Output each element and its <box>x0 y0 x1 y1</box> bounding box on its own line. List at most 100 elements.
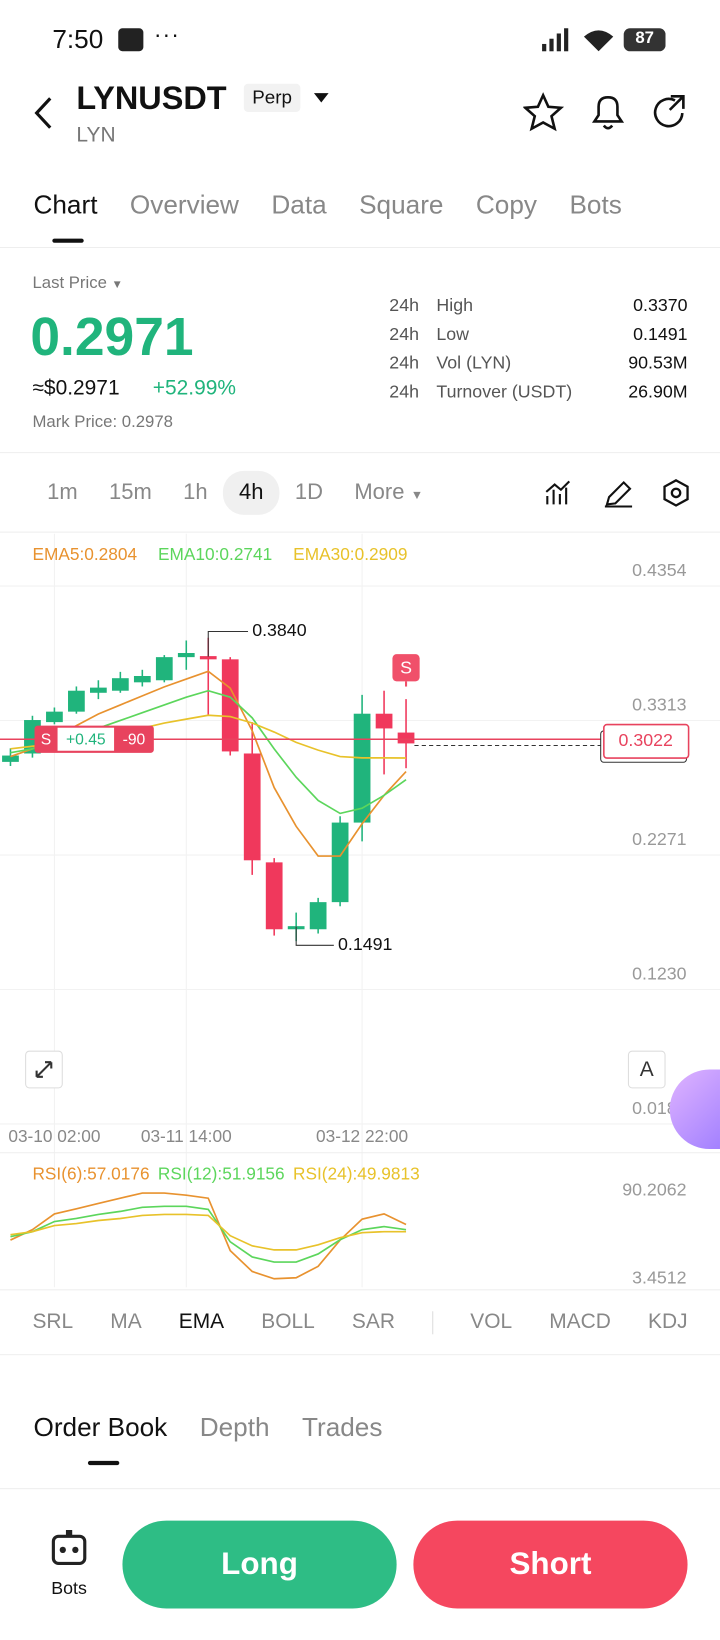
bots-label[interactable]: Bots <box>51 1578 87 1599</box>
short-button[interactable]: Short <box>413 1520 688 1609</box>
expand-button[interactable] <box>25 1050 63 1089</box>
y-tick-label: 0.2271 <box>632 829 686 849</box>
indicator-tab[interactable]: MA <box>110 1310 142 1334</box>
tab[interactable]: Bots <box>569 190 622 220</box>
last-price-label: 0.3022 <box>618 730 672 750</box>
rsi-legend: RSI(6):57.0176 RSI(12):51.9156 RSI(24):49.… <box>32 1165 419 1185</box>
stat-label: High <box>436 295 473 315</box>
rsi-legend-item: RSI(12):51.9156 <box>157 1164 285 1184</box>
rsi-legend-item: RSI(24):49.9813 <box>293 1164 420 1184</box>
ema-line <box>10 670 407 857</box>
x-tick-label: 03-11 14:00 <box>141 1126 232 1146</box>
tab[interactable]: Chart <box>33 190 97 243</box>
indicator-tab[interactable]: BOLL <box>261 1310 315 1334</box>
indicator-tab[interactable]: VOL <box>470 1310 513 1334</box>
order-book-tab[interactable]: Depth <box>199 1412 270 1443</box>
interval-tab[interactable]: 1D <box>294 480 323 505</box>
dropdown-arrow: ▼ <box>410 487 424 503</box>
long-button[interactable]: Long <box>122 1520 397 1609</box>
interval-tab[interactable]: More ▼ <box>339 471 439 515</box>
battery-level: 87 <box>635 29 654 48</box>
candle-body <box>397 732 415 744</box>
stat-period: 24h <box>389 324 419 344</box>
rsi-legend-item: RSI(6):57.0176 <box>32 1164 150 1184</box>
last-price-label[interactable]: Last Price ▼ <box>32 274 123 292</box>
tab[interactable]: Square <box>359 190 444 220</box>
divider <box>0 1488 720 1490</box>
y-tick-label: 0.4354 <box>632 560 686 580</box>
divider <box>0 531 720 533</box>
divider <box>0 452 720 454</box>
candle-body <box>155 657 173 681</box>
candle-body <box>68 690 85 712</box>
stat-label: Turnover (USDT) <box>436 382 573 402</box>
divider <box>0 1289 720 1291</box>
divider <box>0 1152 720 1154</box>
indicator-tab[interactable]: EMA <box>178 1310 225 1334</box>
indicator-tab[interactable]: SAR <box>351 1310 395 1334</box>
candle-body <box>375 713 393 729</box>
rsi-tick-label: 3.4512 <box>632 1268 686 1288</box>
candle-body <box>353 713 371 823</box>
more-dots: ··· <box>153 20 180 48</box>
indicator-tab[interactable]: KDJ <box>647 1310 688 1334</box>
back-button[interactable] <box>31 96 56 129</box>
indicator-tabs: SRL MA EMA BOLL SAR VOL MACD KDJ <box>32 1310 688 1334</box>
stat-label: Vol (LYN) <box>436 353 512 373</box>
divider <box>0 1354 720 1356</box>
high-marker-line <box>207 630 249 657</box>
interval-tab[interactable]: 1m <box>47 480 78 505</box>
low-marker-label: 0.1491 <box>338 934 392 954</box>
tab[interactable]: Overview <box>129 190 239 220</box>
candle-body <box>309 902 327 930</box>
stat-value: 90.53M <box>628 353 688 373</box>
low-marker-line <box>295 926 334 946</box>
main-tabs: Chart Overview Data Square Copy Bots <box>33 190 622 243</box>
group-separator <box>432 1310 434 1334</box>
order-book-tab[interactable]: Trades <box>301 1412 383 1443</box>
price-change: +52.99% <box>152 376 237 400</box>
stat-label: Low <box>436 324 470 344</box>
ema-legend: EMA5:0.2804 EMA10:0.2741 EMA30:0.2909 <box>32 545 407 565</box>
candle-body <box>133 675 151 683</box>
position-pnl: +0.45 <box>66 731 106 748</box>
symbol-dropdown[interactable] <box>313 92 330 105</box>
candle-body <box>265 862 283 930</box>
contract-badge[interactable]: Perp <box>243 83 301 112</box>
last-price: 0.2971 <box>30 306 194 367</box>
candle-body <box>111 678 129 691</box>
indicator-tab[interactable]: MACD <box>549 1310 611 1334</box>
position-side: S <box>41 731 51 748</box>
usd-price: ≈$0.2971 <box>32 376 120 400</box>
interval-tab[interactable]: 15m <box>109 480 152 505</box>
tab[interactable]: Data <box>271 190 327 220</box>
candle-body <box>199 656 217 660</box>
x-tick-label: 03-12 22:00 <box>316 1126 408 1146</box>
tab[interactable]: Copy <box>475 190 538 220</box>
rsi-line <box>10 1205 407 1263</box>
interval-tab[interactable]: 4h <box>223 470 280 515</box>
position-pnl-box <box>57 727 115 751</box>
last-price-label-text: Last Price <box>32 274 107 292</box>
bots-icon[interactable] <box>50 1529 88 1566</box>
divider <box>0 246 720 249</box>
position-qty: -90 <box>123 731 146 748</box>
stat-value: 0.3370 <box>633 295 688 315</box>
x-tick-label: 03-10 02:00 <box>8 1126 100 1146</box>
chart-tools[interactable] <box>544 477 691 508</box>
interval-tab[interactable]: 1h <box>183 480 208 505</box>
order-book-tabs: Order Book Depth Trades <box>33 1412 383 1466</box>
candle-body <box>46 711 63 723</box>
candle-body <box>177 653 195 658</box>
notification-icon <box>118 28 144 52</box>
base-asset: LYN <box>76 123 116 147</box>
ema-legend-item: EMA10:0.2741 <box>158 545 273 565</box>
order-book-tab[interactable]: Order Book <box>33 1413 167 1466</box>
stat-period: 24h <box>389 382 419 402</box>
header-actions[interactable] <box>523 92 690 134</box>
ema-legend-item: EMA5:0.2804 <box>32 545 138 565</box>
tab-underline <box>52 238 84 243</box>
auto-scale-button[interactable]: A <box>627 1050 666 1089</box>
indicator-tab[interactable]: SRL <box>32 1310 74 1334</box>
